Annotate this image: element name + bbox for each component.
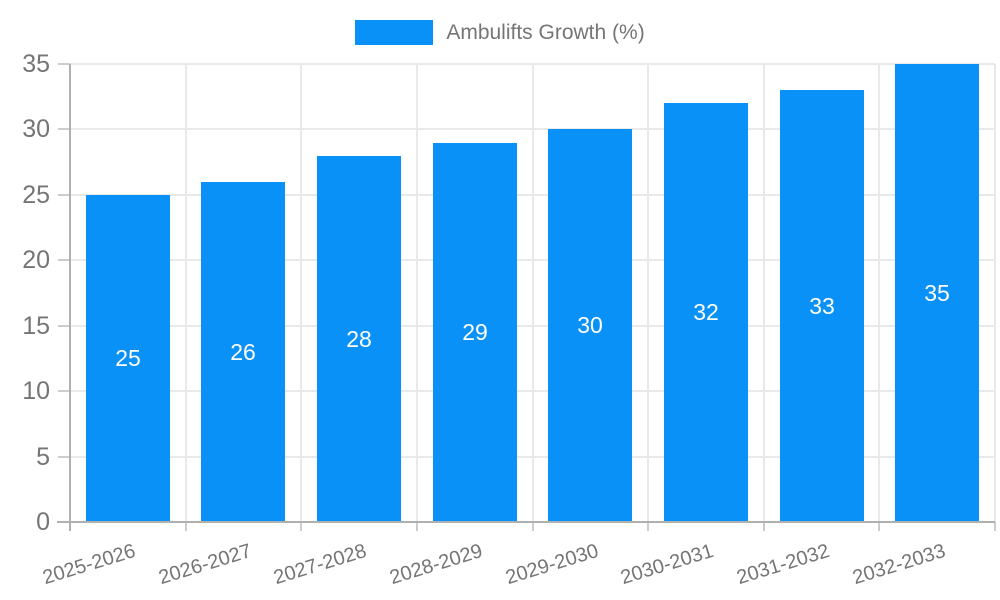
y-axis-tick-label: 35 <box>22 50 50 78</box>
x-axis-tick-label: 2030-2031 <box>618 540 717 590</box>
y-axis-line <box>69 64 71 531</box>
y-axis-tick-label: 20 <box>22 246 50 274</box>
y-axis-tick-label: 10 <box>22 377 50 405</box>
x-axis-tick-label: 2031-2032 <box>734 540 832 590</box>
gridline-vertical <box>763 64 765 522</box>
gridline-vertical <box>647 64 649 522</box>
bar[interactable]: 30 <box>548 129 632 522</box>
y-axis-tick <box>58 194 70 196</box>
x-axis-tick <box>300 522 302 531</box>
bar-value-label: 35 <box>924 279 950 306</box>
bar-value-label: 29 <box>462 319 488 345</box>
y-axis-tick <box>58 456 70 458</box>
bar-value-label: 28 <box>346 325 372 352</box>
x-axis-tick <box>532 522 534 531</box>
gridline-vertical <box>994 64 996 522</box>
gridline-vertical <box>416 64 418 522</box>
legend-label[interactable]: Ambulifts Growth (%) <box>446 21 645 44</box>
bar-value-label: 30 <box>577 312 603 338</box>
gridline-vertical <box>878 64 880 522</box>
gridline-vertical <box>185 64 187 522</box>
y-axis-tick-label: 30 <box>22 115 50 143</box>
y-axis-tick <box>58 259 70 261</box>
bar[interactable]: 26 <box>201 182 285 522</box>
x-axis-tick <box>416 522 418 531</box>
legend[interactable]: Ambulifts Growth (%) <box>0 20 1000 45</box>
x-axis-tick <box>647 522 649 531</box>
x-axis-tick <box>994 522 996 531</box>
x-axis-tick <box>878 522 880 531</box>
y-axis-tick <box>58 325 70 327</box>
legend-swatch[interactable] <box>355 20 434 45</box>
x-axis-tick-label: 2029-2030 <box>502 540 601 590</box>
bar[interactable]: 28 <box>317 156 401 522</box>
x-axis-tick <box>185 522 187 531</box>
gridline-vertical <box>532 64 534 522</box>
bar[interactable]: 32 <box>664 103 748 522</box>
x-axis-tick-label: 2025-2026 <box>40 540 139 590</box>
x-axis-tick <box>763 522 765 531</box>
x-axis-tick-label: 2027-2028 <box>271 540 370 590</box>
bar[interactable]: 25 <box>86 195 170 522</box>
y-axis-tick-label: 0 <box>36 508 50 536</box>
gridline-vertical <box>300 64 302 522</box>
y-axis-tick <box>58 128 70 130</box>
bar-value-label: 25 <box>115 345 141 371</box>
bar-value-label: 33 <box>809 292 835 319</box>
y-axis-tick-label: 25 <box>22 181 50 209</box>
x-axis-tick-label: 2028-2029 <box>387 540 486 590</box>
bar[interactable]: 33 <box>780 90 864 522</box>
bar-value-label: 26 <box>230 338 256 365</box>
y-axis-tick-label: 5 <box>36 443 50 471</box>
bar-value-label: 32 <box>693 299 719 325</box>
x-axis-tick-label: 2026-2027 <box>155 540 254 590</box>
x-axis-tick-label: 2032-2033 <box>849 540 948 590</box>
y-axis-tick-label: 15 <box>22 312 50 340</box>
bar[interactable]: 29 <box>433 143 517 522</box>
x-axis-line <box>57 521 995 523</box>
bar[interactable]: 35 <box>895 64 979 522</box>
y-axis-tick <box>58 390 70 392</box>
y-axis-tick <box>58 63 70 65</box>
